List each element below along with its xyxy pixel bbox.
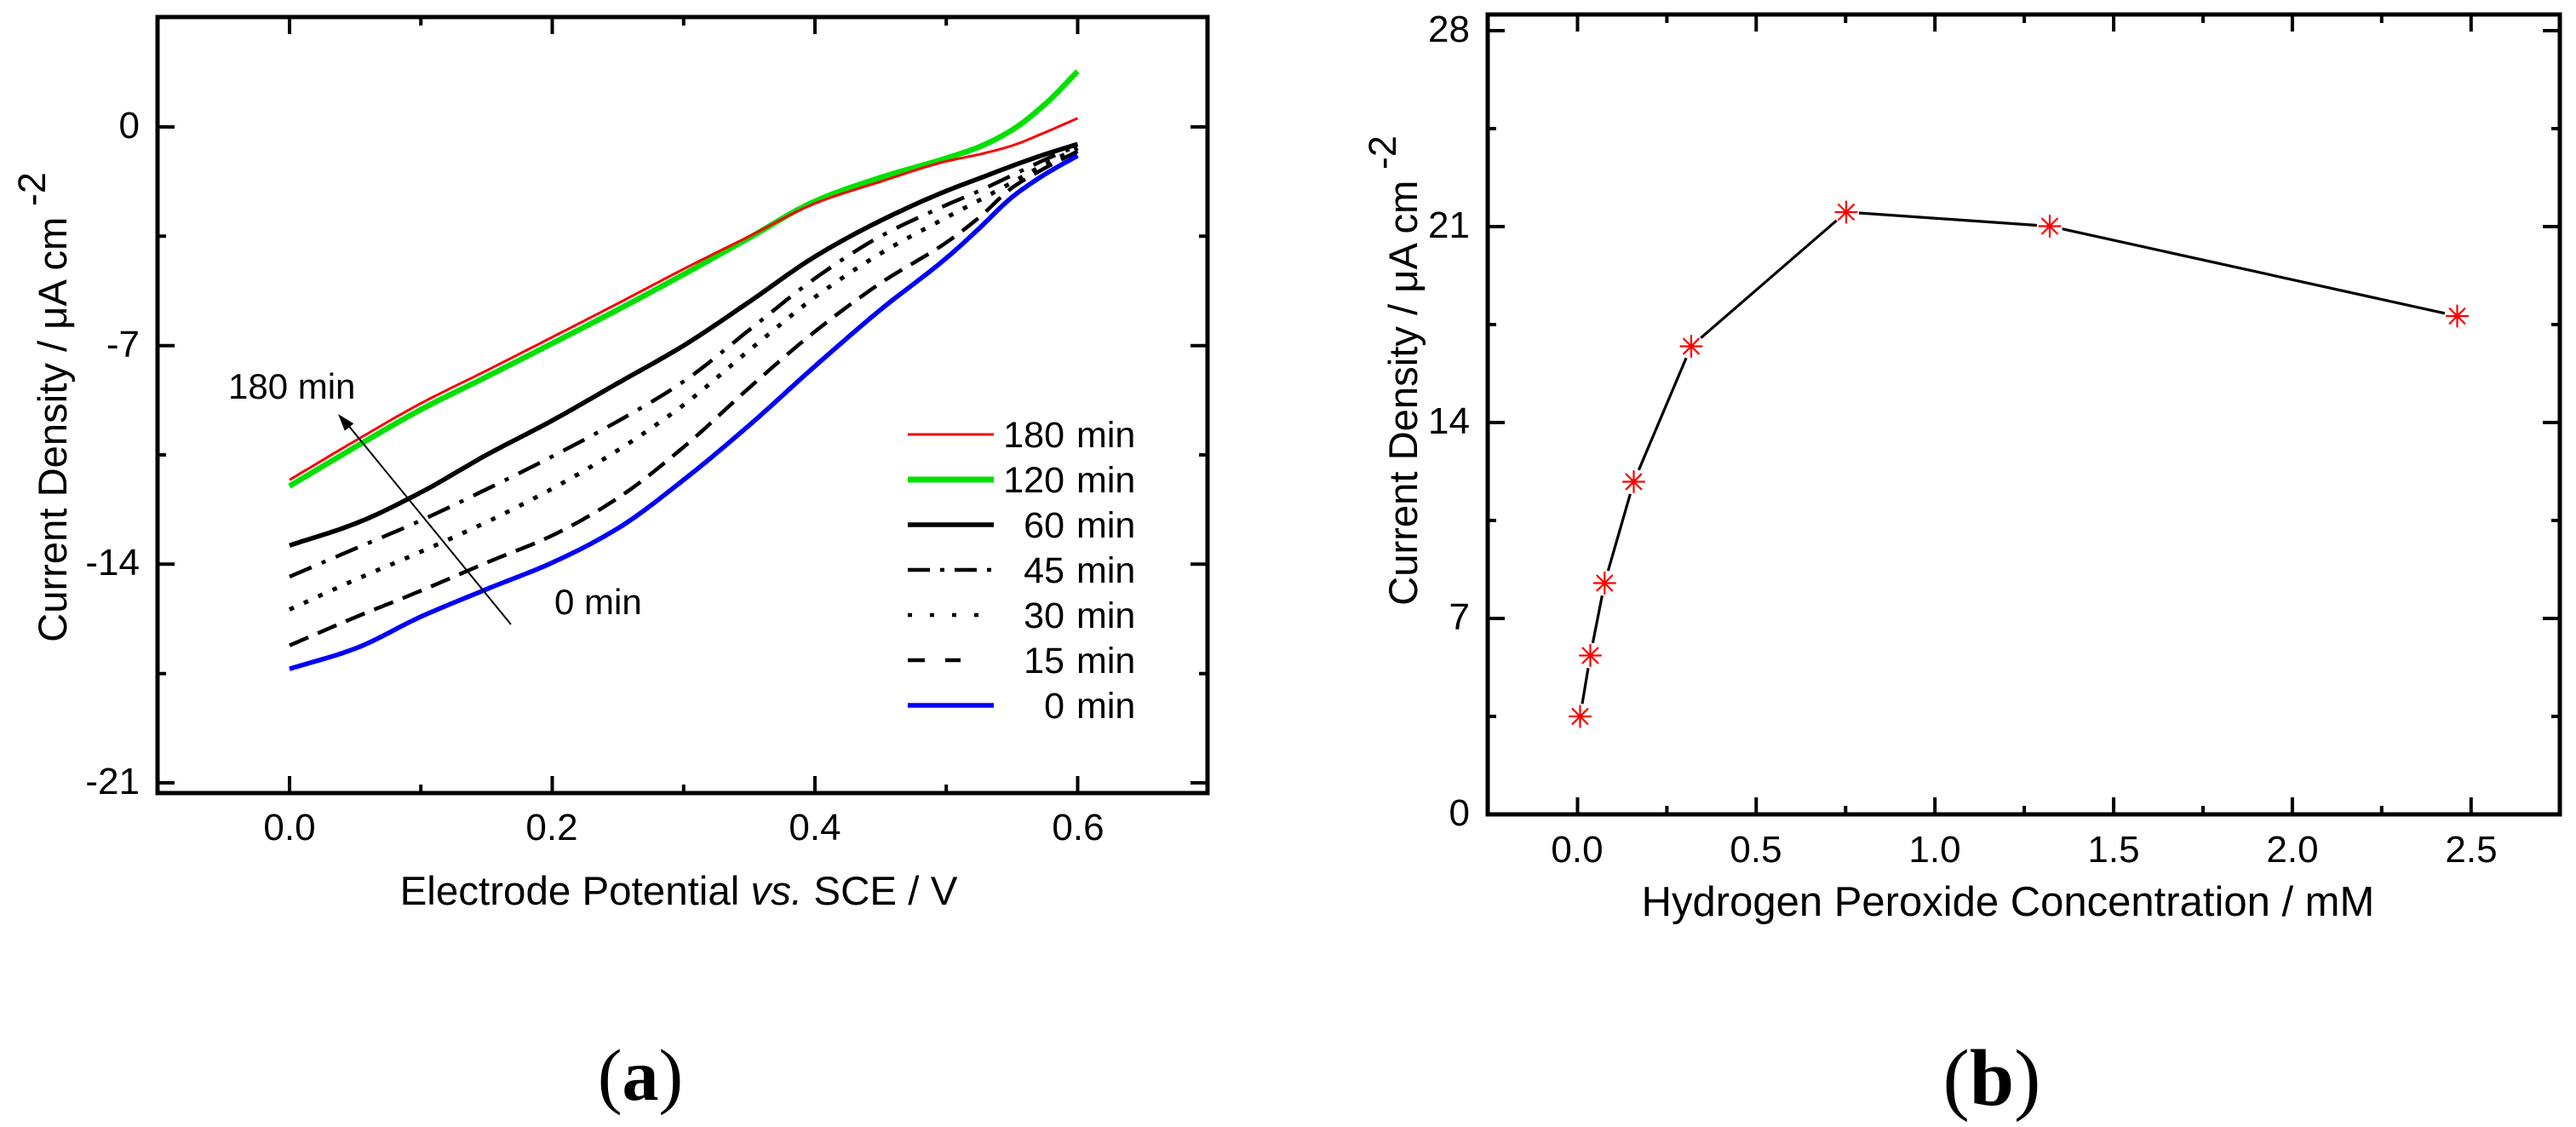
svg-text:0: 0 [1044,686,1064,727]
svg-text:180 min: 180 min [228,366,355,406]
svg-text:1.5: 1.5 [2087,829,2139,871]
svg-text:180: 180 [1003,415,1064,456]
svg-text:30: 30 [1024,595,1064,636]
svg-text:min: min [1076,505,1135,546]
svg-text:7: 7 [1449,596,1470,638]
svg-text:0 min: 0 min [554,582,642,622]
svg-text:min: min [1076,460,1135,501]
svg-text:min: min [1076,686,1135,727]
svg-text:15: 15 [1024,641,1064,681]
svg-text:0.4: 0.4 [789,807,840,848]
svg-text:60: 60 [1024,505,1064,546]
svg-text:0.6: 0.6 [1052,807,1104,848]
svg-text:(b): (b) [1943,1034,2041,1123]
svg-text:Hydrogen Peroxide Concentratio: Hydrogen Peroxide Concentration / mM [1642,879,2375,925]
svg-text:21: 21 [1428,204,1470,246]
svg-text:min: min [1076,641,1135,681]
svg-text:1.0: 1.0 [1908,829,1960,871]
svg-text:120: 120 [1003,460,1064,501]
svg-text:Electrode Potential vs. SCE /: Electrode Potential vs. SCE / V [400,869,958,914]
svg-text:min: min [1076,415,1135,456]
svg-text:2.0: 2.0 [2266,829,2318,871]
svg-text:-21: -21 [85,761,140,802]
svg-text:0.0: 0.0 [1551,829,1603,871]
svg-text:28: 28 [1428,9,1470,50]
svg-text:-14: -14 [85,542,140,584]
svg-text:0: 0 [1449,792,1470,834]
svg-text:0.2: 0.2 [525,807,577,848]
svg-text:-7: -7 [106,324,140,365]
svg-text:min: min [1076,550,1135,591]
svg-text:45: 45 [1024,550,1064,591]
svg-text:0: 0 [119,105,140,147]
svg-text:min: min [1076,595,1135,636]
svg-text:14: 14 [1428,400,1470,442]
svg-text:0.5: 0.5 [1730,829,1781,871]
svg-text:(a): (a) [598,1034,683,1116]
svg-text:0.0: 0.0 [263,807,315,848]
svg-text:2.5: 2.5 [2445,829,2497,871]
